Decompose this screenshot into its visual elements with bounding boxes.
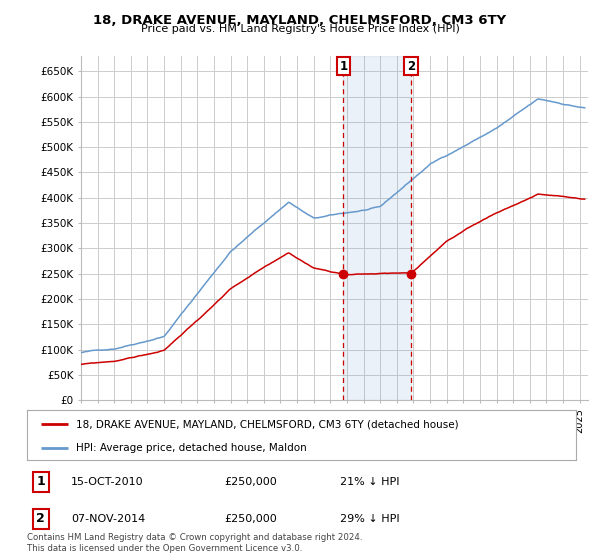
Text: 07-NOV-2014: 07-NOV-2014: [71, 514, 145, 524]
Text: HPI: Average price, detached house, Maldon: HPI: Average price, detached house, Mald…: [76, 443, 307, 452]
Text: 1: 1: [37, 475, 45, 488]
Text: 1: 1: [340, 59, 347, 73]
Text: Contains HM Land Registry data © Crown copyright and database right 2024.
This d: Contains HM Land Registry data © Crown c…: [27, 533, 362, 553]
Text: £250,000: £250,000: [224, 514, 277, 524]
Bar: [343, 56, 411, 400]
Text: 29% ↓ HPI: 29% ↓ HPI: [340, 514, 400, 524]
Text: 18, DRAKE AVENUE, MAYLAND, CHELMSFORD, CM3 6TY: 18, DRAKE AVENUE, MAYLAND, CHELMSFORD, C…: [94, 14, 506, 27]
Text: 18, DRAKE AVENUE, MAYLAND, CHELMSFORD, CM3 6TY (detached house): 18, DRAKE AVENUE, MAYLAND, CHELMSFORD, C…: [76, 419, 459, 429]
Text: 15-OCT-2010: 15-OCT-2010: [71, 477, 143, 487]
Text: Price paid vs. HM Land Registry's House Price Index (HPI): Price paid vs. HM Land Registry's House …: [140, 24, 460, 34]
Text: £250,000: £250,000: [224, 477, 277, 487]
Text: 2: 2: [37, 512, 45, 525]
Text: 2: 2: [407, 59, 415, 73]
Text: 21% ↓ HPI: 21% ↓ HPI: [340, 477, 400, 487]
